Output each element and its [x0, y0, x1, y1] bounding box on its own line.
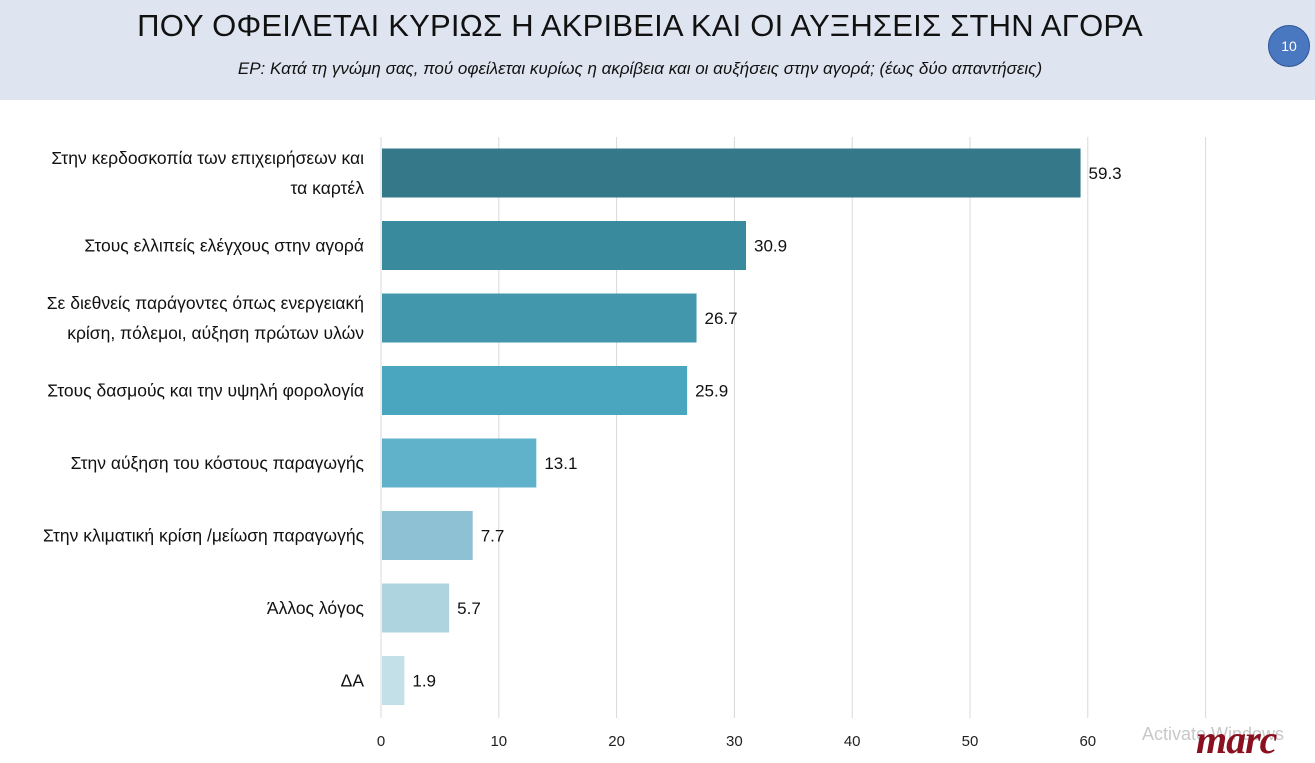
bar-value-label: 1.9 — [412, 672, 436, 691]
category-label: Σε διεθνείς παράγοντες όπως ενεργειακή κρ… — [47, 293, 365, 343]
x-tick-label: 0 — [377, 733, 385, 750]
x-tick-label: 10 — [490, 733, 507, 750]
category-label-line: Σε διεθνείς παράγοντες όπως ενεργειακή — [47, 293, 364, 313]
category-label-line: Στην κλιματική κρίση /μείωση παραγωγής — [43, 526, 364, 546]
bar — [382, 148, 1081, 198]
x-tick-label: 60 — [1079, 733, 1096, 750]
x-tick-label: 30 — [726, 733, 743, 750]
category-label-line: Στους ελλιπείς ελέγχους στην αγορά — [84, 236, 364, 256]
bar — [382, 293, 697, 343]
category-label: Στην κλιματική κρίση /μείωση παραγωγής — [43, 526, 364, 546]
category-label-line: τα καρτέλ — [291, 178, 365, 198]
category-label-line: ΔΑ — [341, 671, 365, 691]
bar — [382, 438, 537, 488]
bar-value-label: 7.7 — [481, 527, 505, 546]
category-label: Στην αύξηση του κόστους παραγωγής — [71, 453, 364, 473]
page-number-badge: 10 — [1268, 25, 1310, 67]
page-subtitle: ΕΡ: Κατά τη γνώμη σας, πού οφείλεται κυρ… — [237, 59, 1043, 78]
page-title: ΠΟΥ ΟΦΕΙΛΕΤΑΙ ΚΥΡΙΩΣ Η ΑΚΡΙΒΕΙΑ ΚΑΙ ΟΙ Α… — [137, 8, 1143, 43]
bar-value-label: 13.1 — [544, 454, 577, 473]
marc-logo: marc — [1196, 717, 1277, 762]
category-label-line: Στην αύξηση του κόστους παραγωγής — [71, 453, 364, 473]
bar — [382, 221, 747, 270]
bar-value-label: 59.3 — [1089, 164, 1122, 183]
bar — [382, 583, 450, 633]
bar-value-label: 26.7 — [705, 309, 738, 328]
x-tick-label: 20 — [608, 733, 625, 750]
category-label: Στους δασμούς και την υψηλή φορολογία — [47, 381, 364, 401]
x-tick-label: 40 — [844, 733, 861, 750]
bar — [382, 656, 405, 705]
bar — [382, 366, 688, 415]
category-label: Στους ελλιπείς ελέγχους στην αγορά — [84, 236, 364, 256]
category-label-line: Στους δασμούς και την υψηλή φορολογία — [47, 381, 364, 401]
category-label-line: Στην κερδοσκοπία των επιχειρήσεων και — [51, 148, 364, 168]
category-label-line: Άλλος λόγος — [267, 598, 364, 618]
activation-watermark: Activate Windows — [1142, 724, 1285, 744]
category-label-line: κρίση, πόλεμοι, αύξηση πρώτων υλών — [67, 323, 364, 343]
header-banner: ΠΟΥ ΟΦΕΙΛΕΤΑΙ ΚΥΡΙΩΣ Η ΑΚΡΙΒΕΙΑ ΚΑΙ ΟΙ Α… — [0, 0, 1315, 100]
bar-value-label: 30.9 — [754, 237, 787, 256]
bar — [382, 511, 473, 560]
category-label: Άλλος λόγος — [267, 598, 364, 618]
x-tick-label: 50 — [962, 733, 979, 750]
bar-value-label: 5.7 — [457, 599, 481, 618]
category-label: Στην κερδοσκοπία των επιχειρήσεων και τα … — [51, 148, 364, 198]
category-label: ΔΑ — [341, 671, 365, 691]
bar-value-label: 25.9 — [695, 382, 728, 401]
